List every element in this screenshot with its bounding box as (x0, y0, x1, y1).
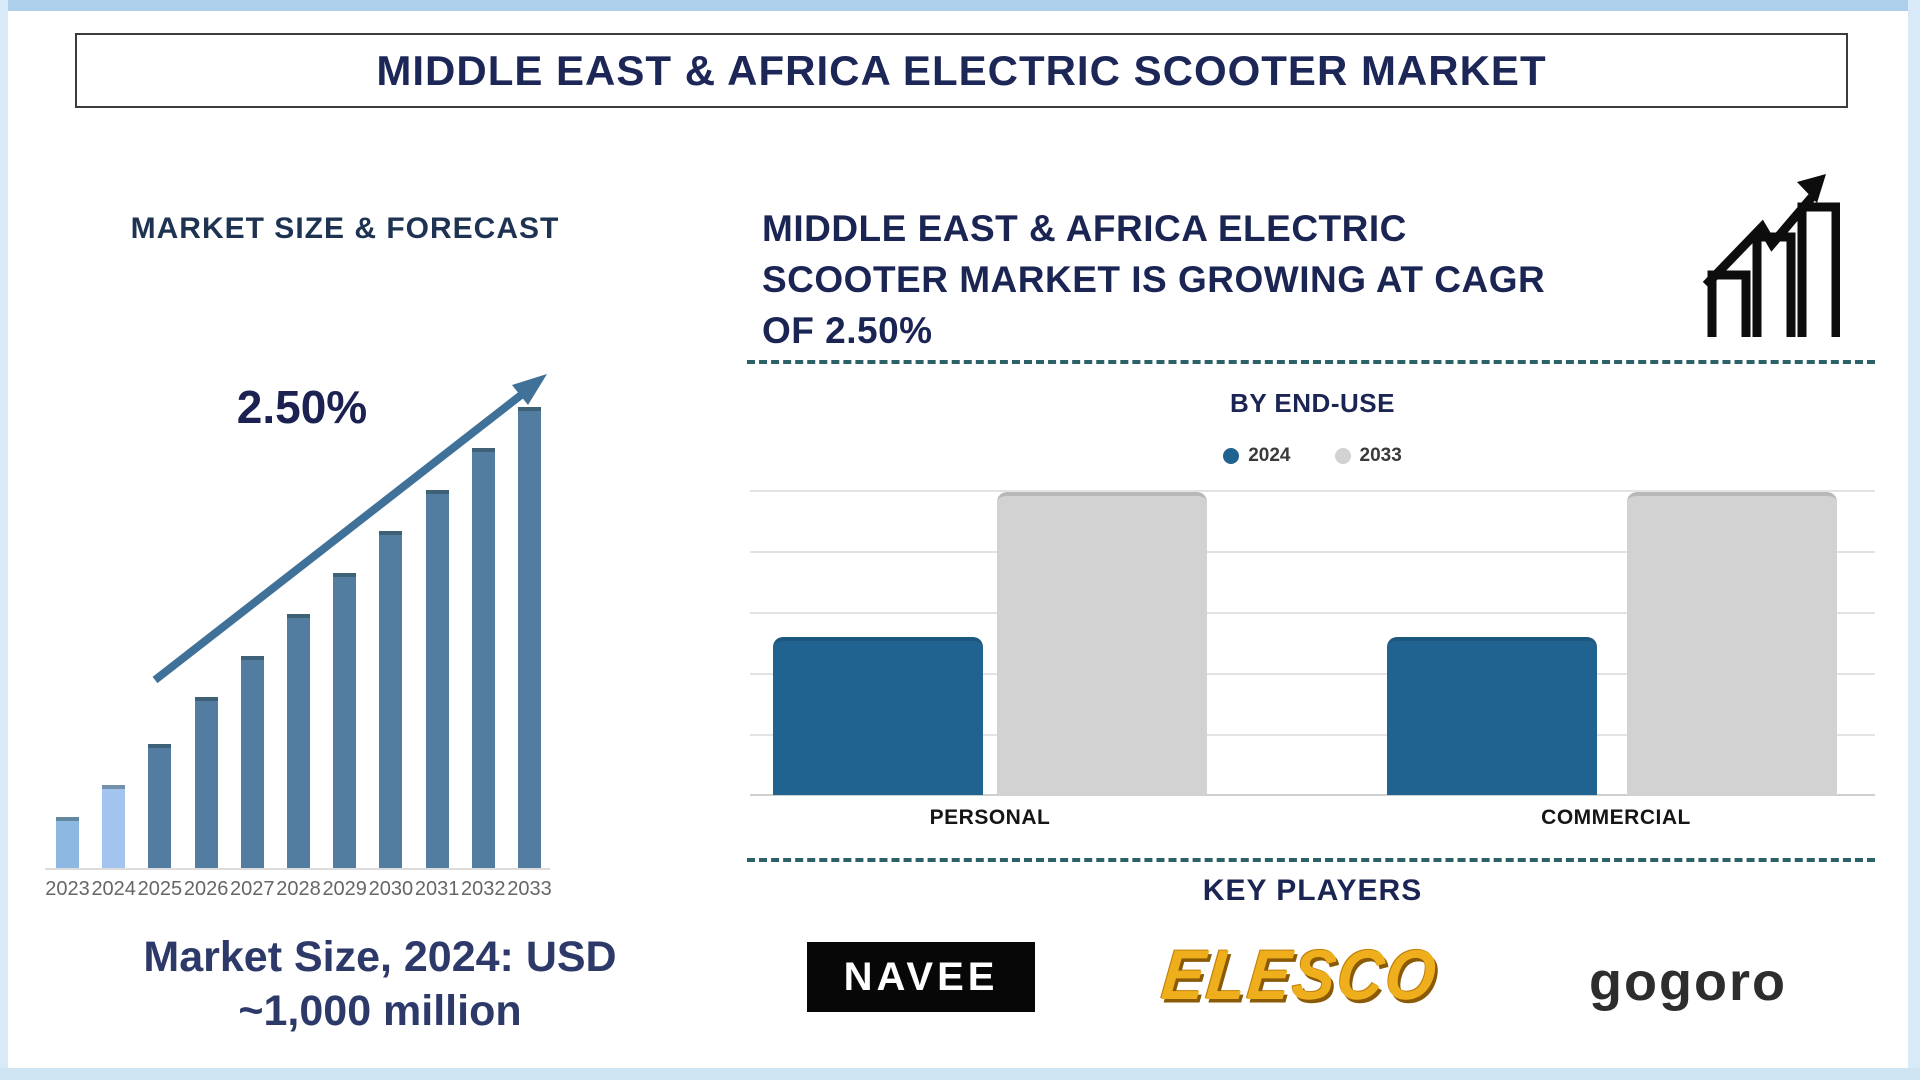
forecast-year-label-2030: 2030 (368, 878, 414, 900)
forecast-chart-title: MARKET SIZE & FORECAST (130, 212, 560, 245)
forecast-year-label-2032: 2032 (461, 878, 506, 900)
forecast-year-label-2033: 2033 (507, 878, 552, 900)
forecast-year-label-2028: 2028 (276, 878, 321, 900)
category-label-commercial: COMMERCIAL (1541, 806, 1691, 829)
forecast-bar-2023 (56, 817, 79, 868)
growth-headline-line1: MIDDLE EAST & AFRICA ELECTRIC (762, 208, 1407, 249)
end-use-baseline (750, 794, 1875, 796)
growth-headline-line3: OF 2.50% (762, 310, 933, 351)
legend-label-2024: 2024 (1248, 445, 1291, 466)
legend-item-2033: 2033 (1334, 445, 1402, 467)
cagr-annotation: 2.50% (236, 381, 368, 433)
forecast-bar-2027 (240, 656, 264, 868)
frame-top-strip (0, 0, 1920, 11)
forecast-year-label-2027: 2027 (230, 878, 275, 900)
end-use-legend: 2024 2033 (750, 444, 1875, 468)
forecast-bar-2031 (425, 490, 449, 868)
legend-dot-2024 (1223, 448, 1240, 464)
forecast-bar-2032 (471, 448, 495, 868)
key-players-title: KEY PLAYERS (1202, 874, 1423, 907)
legend-item-2024: 2024 (1223, 445, 1291, 467)
market-size-caption-line1: Market Size, 2024: USD (143, 933, 617, 981)
legend-label-2033: 2033 (1359, 445, 1402, 466)
end-use-bar-personal-2024 (773, 637, 983, 795)
elesco-logo: ELESCO (1158, 935, 1442, 1015)
forecast-bar-2033 (518, 407, 541, 868)
forecast-year-label-2025: 2025 (137, 878, 183, 900)
forecast-baseline (45, 868, 550, 870)
forecast-bar-2028 (287, 614, 310, 868)
forecast-bar-2025 (148, 744, 172, 868)
title-banner: MIDDLE EAST & AFRICA ELECTRIC SCOOTER MA… (75, 33, 1848, 108)
end-use-bar-personal-2033 (997, 492, 1207, 795)
forecast-year-label-2024: 2024 (91, 878, 136, 900)
forecast-chart (50, 400, 546, 868)
forecast-bar-2024 (102, 785, 126, 868)
forecast-years: 2023 2024 2025 2026 2027 2028 2029 2030 2031 2032… (45, 878, 552, 904)
forecast-year-label-2031: 2031 (414, 878, 460, 900)
dashed-divider-1 (747, 360, 1875, 364)
growth-headline-line2: SCOOTER MARKET IS GROWING AT CAGR (762, 259, 1546, 300)
end-use-bar-commercial-2033 (1627, 492, 1837, 795)
end-use-bar-commercial-2024 (1387, 637, 1597, 795)
forecast-year-label-2023: 2023 (45, 878, 90, 900)
market-size-caption-line2: ~1,000 million (238, 987, 522, 1035)
growth-trend-arrow (152, 374, 547, 684)
frame-right-strip (1908, 0, 1920, 1080)
forecast-bar-2026 (194, 697, 218, 868)
forecast-year-label-2029: 2029 (322, 878, 367, 900)
gogoro-logo: gogoro (1589, 952, 1787, 1012)
frame-left-strip (0, 0, 8, 1080)
bar-chart-growth-icon (1702, 174, 1840, 337)
forecast-bar-2030 (379, 531, 403, 868)
category-label-personal: PERSONAL (929, 806, 1051, 829)
growth-headline: MIDDLE EAST & AFRICA ELECTRIC SCOOTER MA… (762, 203, 1722, 356)
market-size-caption: Market Size, 2024: USD ~1,000 million (40, 930, 720, 1038)
navee-logo: NAVEE (807, 942, 1035, 1012)
dashed-divider-2 (747, 858, 1875, 862)
frame-bottom-strip (0, 1068, 1920, 1080)
legend-dot-2033 (1334, 448, 1351, 464)
forecast-bar-2029 (333, 573, 357, 868)
end-use-plot (750, 490, 1875, 796)
end-use-chart-title: BY END-USE (1230, 388, 1395, 418)
forecast-year-label-2026: 2026 (183, 878, 229, 900)
page-title: MIDDLE EAST & AFRICA ELECTRIC SCOOTER MA… (376, 46, 1547, 94)
